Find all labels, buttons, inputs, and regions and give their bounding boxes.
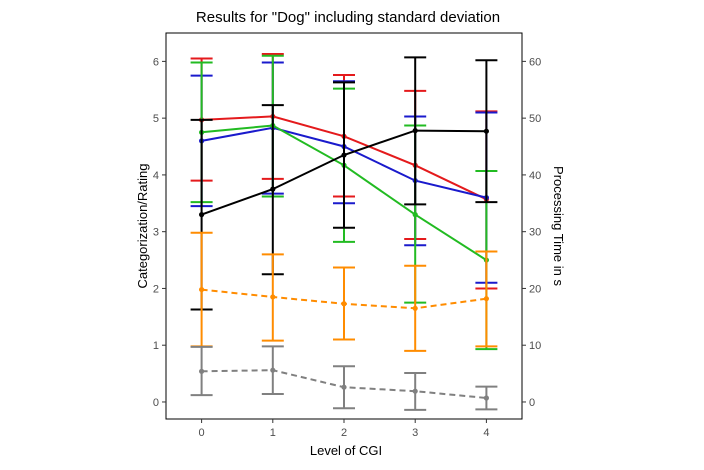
y-right-tick-label: 50 [529, 113, 541, 125]
y-left-tick-label: 6 [153, 56, 159, 68]
y-axis-right-title: Processing Time in s [551, 166, 566, 286]
data-point [341, 152, 347, 158]
data-point [412, 128, 418, 134]
series-layer [190, 53, 498, 411]
x-axis-title: Level of CGI [310, 443, 382, 458]
chart-title: Results for "Dog" including standard dev… [196, 9, 500, 26]
data-point [341, 301, 347, 307]
y-axis-left-title: Categorization/Rating [135, 163, 150, 288]
x-tick-label: 1 [270, 427, 276, 439]
series-group [190, 345, 498, 411]
y-left-tick-label: 4 [153, 170, 159, 182]
y-left-tick-label: 3 [153, 227, 159, 239]
series-group [190, 231, 498, 352]
data-point [199, 286, 205, 293]
y-right-tick-label: 0 [529, 397, 535, 409]
data-point [341, 384, 347, 390]
y-left-tick-label: 5 [153, 113, 159, 125]
data-point [412, 305, 418, 311]
data-point [270, 186, 276, 192]
data-point [199, 212, 205, 218]
y-right-tick-label: 30 [529, 227, 541, 239]
x-tick-label: 2 [341, 427, 347, 439]
x-tick-label: 4 [483, 427, 489, 439]
data-point [412, 212, 418, 218]
data-point [483, 128, 489, 134]
y-left-tick-label: 0 [153, 397, 159, 409]
data-point [270, 294, 276, 300]
y-left-tick-label: 2 [153, 283, 159, 295]
y-right-tick-label: 40 [529, 170, 541, 182]
data-point [412, 388, 418, 394]
data-point [483, 395, 489, 401]
y-left-tick-label: 1 [153, 340, 159, 352]
y-right-tick-label: 20 [529, 283, 541, 295]
y-right-tick-label: 60 [529, 56, 541, 68]
x-tick-label: 3 [412, 427, 418, 439]
y-right-tick-label: 10 [529, 340, 541, 352]
x-tick-label: 0 [199, 427, 205, 439]
data-point [199, 368, 205, 374]
data-point [270, 367, 276, 373]
data-point [483, 296, 489, 302]
